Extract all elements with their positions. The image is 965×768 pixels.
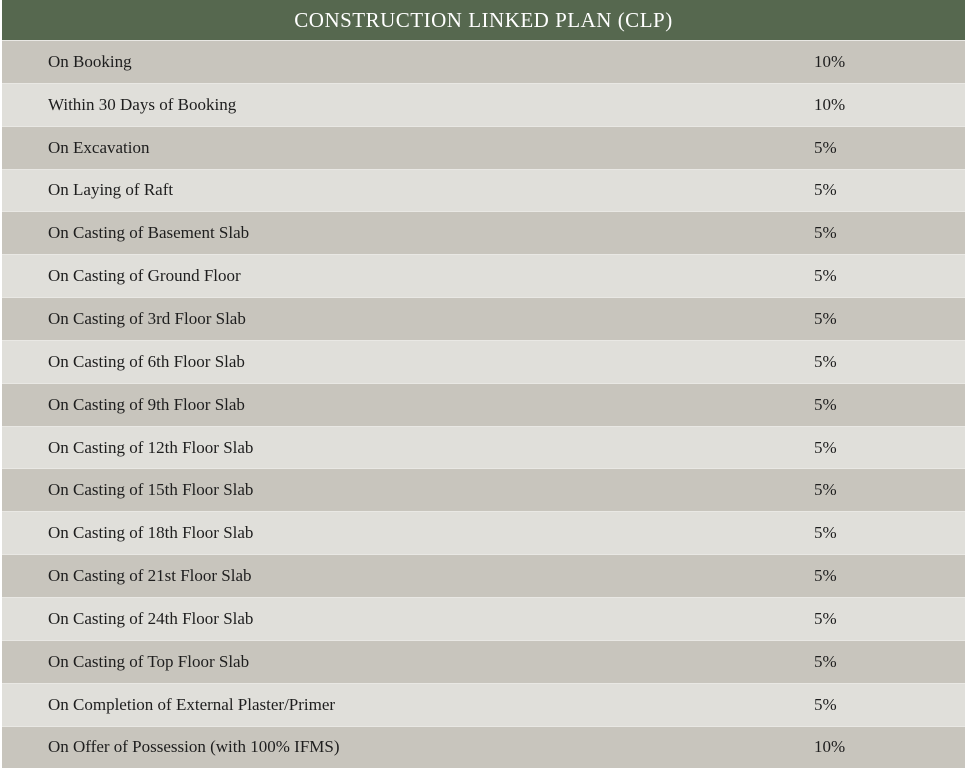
- stage-label: On Casting of 3rd Floor Slab: [48, 308, 246, 328]
- table-row: On Casting of 6th Floor Slab 5%: [2, 339, 965, 383]
- table-row: On Completion of External Plaster/Primer…: [2, 682, 965, 726]
- stage-label: On Excavation: [48, 137, 150, 157]
- table-row: On Casting of Top Floor Slab 5%: [2, 639, 965, 683]
- stage-label: On Casting of 24th Floor Slab: [48, 608, 254, 628]
- table-row: On Casting of 9th Floor Slab 5%: [2, 382, 965, 426]
- percent-value: 5%: [814, 308, 837, 328]
- table-row: Within 30 Days of Booking 10%: [2, 82, 965, 126]
- percent-value: 5%: [814, 223, 837, 243]
- percent-value: 5%: [814, 437, 837, 457]
- stage-label: On Offer of Possession (with 100% IFMS): [48, 737, 340, 757]
- table-row: On Casting of 21st Floor Slab 5%: [2, 554, 965, 597]
- percent-value: 5%: [814, 180, 837, 200]
- stage-label: On Casting of 9th Floor Slab: [48, 394, 245, 414]
- percent-value: 10%: [814, 737, 846, 757]
- stage-label: On Casting of 6th Floor Slab: [48, 351, 245, 371]
- table-row: On Casting of 24th Floor Slab 5%: [2, 596, 965, 640]
- table-row: On Casting of Basement Slab 5%: [2, 211, 965, 255]
- stage-label: On Casting of 18th Floor Slab: [48, 523, 254, 543]
- stage-label: On Casting of Ground Floor: [48, 266, 241, 286]
- percent-value: 5%: [814, 394, 837, 414]
- percent-value: 5%: [814, 694, 837, 714]
- table-row: On Booking 10%: [2, 40, 965, 83]
- percent-value: 5%: [814, 266, 837, 286]
- percent-value: 5%: [814, 351, 837, 371]
- table-row: On Offer of Possession (with 100% IFMS) …: [2, 725, 965, 768]
- table-row: On Casting of 12th Floor Slab 5%: [2, 425, 965, 469]
- table-row: On Casting of 15th Floor Slab 5%: [2, 468, 965, 512]
- percent-value: 5%: [814, 137, 837, 157]
- stage-label: On Casting of Top Floor Slab: [48, 651, 250, 671]
- percent-value: 5%: [814, 523, 837, 543]
- percent-value: 10%: [814, 94, 846, 114]
- stage-label: On Casting of 21st Floor Slab: [48, 566, 252, 586]
- table-row: On Laying of Raft 5%: [2, 168, 965, 212]
- percent-value: 5%: [814, 566, 837, 586]
- percent-value: 5%: [814, 480, 837, 500]
- percent-value: 5%: [814, 608, 837, 628]
- table-row: On Excavation 5%: [2, 125, 965, 169]
- stage-label: On Booking: [48, 51, 132, 71]
- stage-label: Within 30 Days of Booking: [48, 94, 237, 114]
- stage-label: On Casting of 12th Floor Slab: [48, 437, 254, 457]
- table-row: On Casting of 3rd Floor Slab 5%: [2, 297, 965, 340]
- percent-value: 5%: [814, 651, 837, 671]
- stage-label: On Completion of External Plaster/Primer: [48, 694, 336, 714]
- stage-label: On Casting of 15th Floor Slab: [48, 480, 254, 500]
- table-row: On Casting of Ground Floor 5%: [2, 254, 965, 298]
- table-row: On Casting of 18th Floor Slab 5%: [2, 511, 965, 555]
- stage-label: On Laying of Raft: [48, 180, 174, 200]
- table-title: CONSTRUCTION LINKED PLAN (CLP): [2, 0, 965, 40]
- table-body: On Booking 10% Within 30 Days of Booking…: [2, 40, 965, 768]
- stage-label: On Casting of Basement Slab: [48, 223, 250, 243]
- percent-value: 10%: [814, 51, 846, 71]
